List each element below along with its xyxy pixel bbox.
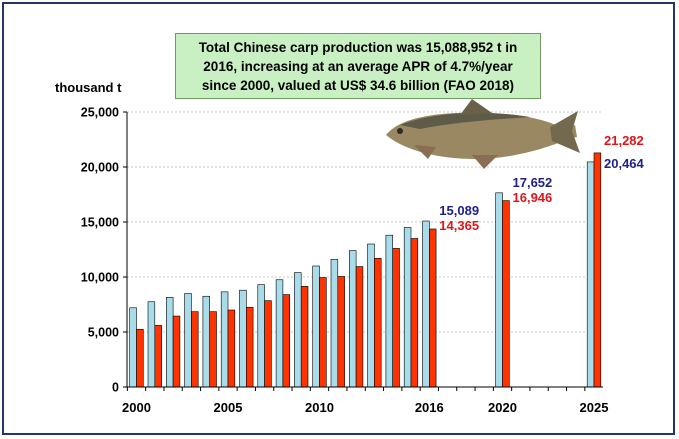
y-tick-label: 20,000 [81, 161, 119, 175]
bar-series-1 [184, 293, 192, 388]
bar-series-2 [136, 328, 144, 388]
annotation-box: Total Chinese carp production was 15,088… [175, 33, 541, 99]
bar-series-1 [348, 250, 357, 388]
bar-series-2 [502, 200, 510, 388]
bar-series-1 [586, 161, 595, 388]
y-tick-label: 0 [112, 381, 119, 395]
data-label-series-2: 16,946 [513, 190, 553, 205]
bar-series-1 [403, 227, 412, 388]
bar-series-2 [319, 277, 327, 388]
bar-series-1 [239, 289, 247, 388]
x-tick-label: 2020 [488, 400, 517, 415]
x-tick-labels: 2000 2005 2010 2016 2020 2025 [122, 400, 608, 415]
x-tick-label: 2000 [122, 400, 151, 415]
bar-series-1 [257, 284, 265, 388]
data-label-series-1: 17,652 [513, 175, 553, 190]
bar-series-2 [337, 276, 345, 388]
y-tick-labels: 0 5,000 10,000 15,000 20,000 25,000 [81, 106, 119, 395]
bar-series-2 [209, 311, 217, 388]
bar-series-1 [330, 259, 339, 388]
bar-series-2 [154, 325, 162, 388]
annotation-line-1: Total Chinese carp production was 15,088… [198, 40, 518, 55]
x-tick-label: 2005 [214, 400, 243, 415]
fish-belly-fin [472, 155, 498, 169]
bar-series-2 [246, 306, 254, 388]
bar-series-1 [422, 220, 430, 388]
bar-series-2 [410, 238, 419, 388]
axes [123, 111, 603, 391]
fish-dorsal-fin [460, 99, 492, 115]
x-tick-label: 2010 [305, 400, 334, 415]
y-tick-label: 10,000 [81, 271, 119, 285]
fish-pectoral-fin [414, 145, 436, 159]
y-tick-label: 25,000 [81, 106, 119, 120]
annotation-line-2: 2016, increasing at an average APR of 4.… [203, 59, 513, 74]
bar-series-1 [312, 265, 320, 388]
bars [129, 152, 602, 388]
y-axis-label: thousand t [55, 80, 122, 95]
bar-series-2 [282, 294, 290, 388]
bar-series-2 [355, 266, 364, 388]
bar-series-1 [129, 307, 137, 388]
y-tick-label: 5,000 [88, 326, 119, 340]
data-label-series-2: 14,365 [439, 218, 479, 233]
bar-series-2 [227, 309, 236, 388]
data-label-series-1: 15,089 [439, 203, 479, 218]
bar-series-2 [191, 311, 199, 388]
bar-series-2 [300, 286, 309, 388]
bar-series-1 [202, 295, 210, 388]
fish-tail-fin [550, 111, 580, 153]
bar-series-1 [495, 192, 503, 388]
bar-series-2 [392, 248, 400, 388]
bar-series-2 [374, 257, 382, 388]
annotation-line-3: since 2000, valued at US$ 34.6 billion (… [201, 78, 515, 93]
bar-series-1 [275, 279, 284, 388]
x-tick-label: 2025 [580, 400, 609, 415]
data-label-series-2: 21,282 [604, 133, 644, 148]
fish-illustration [386, 99, 580, 169]
gridlines [127, 111, 603, 333]
fish-eye [397, 128, 403, 134]
bar-series-2 [428, 228, 437, 388]
x-tick-label: 2016 [415, 400, 444, 415]
bar-series-1 [385, 234, 393, 388]
fish-back [400, 112, 530, 129]
bar-series-2 [172, 315, 181, 388]
bar-series-1 [147, 301, 156, 388]
bar-series-2 [264, 300, 272, 388]
data-label-series-1: 20,464 [604, 156, 645, 171]
bar-series-1 [220, 291, 229, 388]
bar-series-1 [166, 297, 174, 388]
y-tick-label: 15,000 [81, 216, 119, 230]
bar-series-2 [593, 152, 602, 388]
bar-series-1 [367, 243, 375, 388]
bar-series-1 [294, 272, 302, 388]
